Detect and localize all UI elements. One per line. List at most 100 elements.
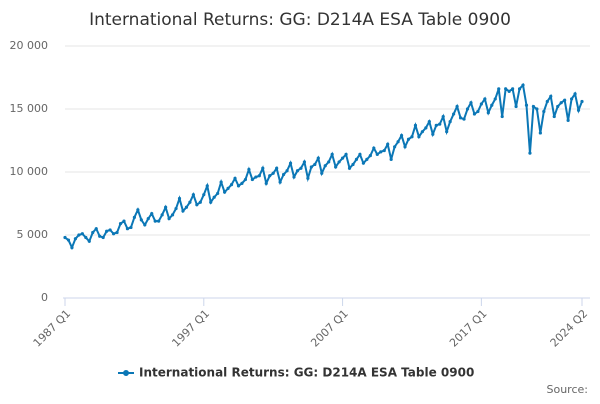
point bbox=[63, 235, 67, 240]
point bbox=[271, 171, 275, 175]
point bbox=[365, 157, 369, 161]
point bbox=[344, 152, 348, 156]
point bbox=[406, 137, 411, 141]
point bbox=[490, 103, 494, 107]
point bbox=[205, 184, 209, 188]
point bbox=[115, 230, 119, 235]
point bbox=[94, 227, 98, 231]
point bbox=[233, 176, 237, 180]
point bbox=[368, 154, 372, 158]
chart-title: International Returns: GG: D214A ESA Tab… bbox=[89, 10, 511, 30]
point bbox=[330, 152, 334, 156]
point bbox=[462, 117, 466, 121]
point bbox=[101, 235, 105, 240]
point bbox=[569, 97, 574, 101]
point bbox=[500, 114, 504, 119]
point bbox=[521, 83, 525, 87]
point bbox=[247, 167, 251, 172]
point bbox=[181, 209, 185, 213]
point bbox=[576, 108, 581, 112]
point bbox=[195, 203, 199, 207]
point bbox=[448, 120, 452, 124]
x-tick-label: 2007 Q1 bbox=[308, 307, 351, 350]
point bbox=[417, 135, 421, 139]
point bbox=[455, 104, 459, 109]
point bbox=[243, 177, 248, 182]
point bbox=[316, 156, 320, 160]
point bbox=[236, 184, 241, 188]
y-tick-label: 5 000 bbox=[17, 228, 49, 241]
point bbox=[174, 206, 178, 211]
point bbox=[160, 213, 164, 217]
legend-label: International Returns: GG: D214A ESA Tab… bbox=[139, 366, 474, 380]
point bbox=[219, 180, 223, 184]
point bbox=[549, 94, 553, 98]
point bbox=[427, 120, 431, 124]
point bbox=[483, 97, 487, 101]
point bbox=[334, 165, 338, 169]
source: Source: bbox=[547, 383, 589, 396]
point bbox=[396, 140, 400, 144]
point bbox=[358, 152, 362, 156]
point bbox=[288, 161, 293, 165]
point bbox=[504, 87, 508, 91]
point bbox=[389, 157, 393, 161]
point bbox=[70, 246, 74, 250]
y-tick-label: 20 000 bbox=[10, 39, 49, 52]
point bbox=[285, 169, 289, 173]
point bbox=[413, 123, 418, 127]
point bbox=[354, 157, 359, 161]
point bbox=[556, 104, 560, 109]
point bbox=[507, 89, 511, 93]
point bbox=[493, 97, 497, 101]
point bbox=[191, 193, 195, 197]
point bbox=[202, 193, 206, 197]
point bbox=[143, 223, 147, 227]
point bbox=[538, 131, 542, 135]
point bbox=[441, 114, 445, 119]
point bbox=[545, 99, 549, 104]
point bbox=[566, 118, 570, 122]
point bbox=[306, 176, 310, 180]
point bbox=[351, 162, 355, 167]
point bbox=[105, 229, 109, 233]
point bbox=[313, 162, 317, 167]
point bbox=[465, 107, 470, 111]
point bbox=[111, 232, 116, 236]
y-tick-label: 15 000 bbox=[10, 102, 49, 115]
point bbox=[517, 87, 522, 91]
point bbox=[122, 219, 126, 223]
point bbox=[295, 169, 300, 173]
point bbox=[278, 180, 282, 184]
point bbox=[118, 222, 123, 226]
point bbox=[299, 166, 303, 170]
point bbox=[514, 104, 518, 109]
point bbox=[479, 102, 483, 106]
point bbox=[129, 225, 133, 230]
point bbox=[198, 200, 202, 204]
point bbox=[66, 238, 71, 242]
point bbox=[445, 130, 449, 134]
point bbox=[458, 116, 463, 120]
point bbox=[188, 200, 192, 204]
point bbox=[340, 156, 345, 160]
point bbox=[125, 227, 130, 231]
y-tick-label: 0 bbox=[41, 291, 48, 304]
point bbox=[302, 160, 307, 164]
point bbox=[254, 175, 258, 179]
point bbox=[542, 109, 546, 114]
point bbox=[167, 217, 171, 221]
point bbox=[108, 228, 112, 232]
point bbox=[375, 152, 379, 156]
point bbox=[73, 237, 78, 241]
point bbox=[91, 230, 95, 235]
point bbox=[146, 217, 150, 221]
point bbox=[347, 166, 352, 170]
point bbox=[535, 107, 539, 111]
point bbox=[424, 126, 428, 130]
point bbox=[84, 235, 88, 240]
point bbox=[229, 183, 234, 187]
point bbox=[434, 123, 438, 127]
point bbox=[164, 205, 168, 209]
point bbox=[216, 191, 220, 196]
